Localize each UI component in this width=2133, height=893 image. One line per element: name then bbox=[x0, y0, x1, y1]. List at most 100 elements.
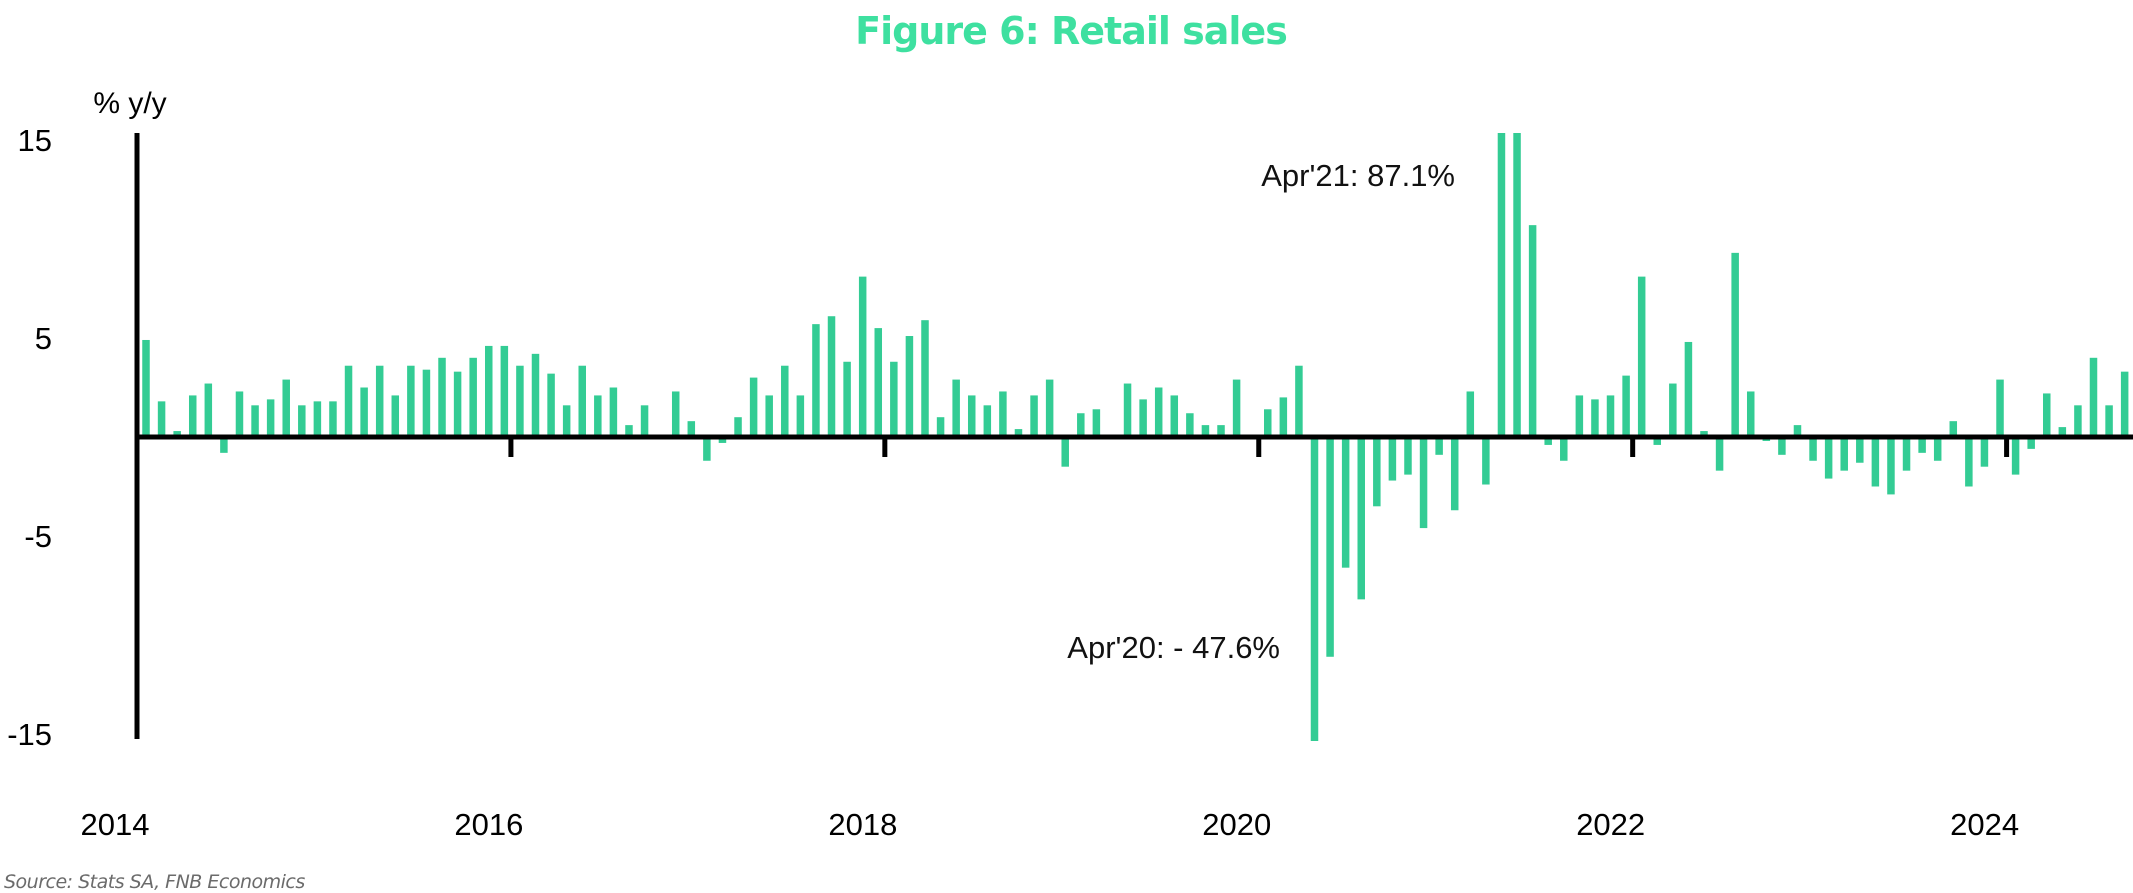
bar bbox=[1232, 379, 1241, 437]
bar bbox=[1575, 395, 1584, 437]
bar bbox=[2120, 371, 2129, 437]
bar bbox=[1435, 437, 1443, 455]
bar bbox=[843, 361, 851, 437]
bar bbox=[1045, 379, 1054, 437]
annotations: Apr'21: 87.1% Apr'20: - 47.6% bbox=[1067, 158, 1455, 665]
bar bbox=[360, 387, 368, 437]
y-axis-unit-label: % y/y bbox=[93, 87, 166, 120]
bar bbox=[547, 373, 555, 437]
x-tick-mark bbox=[1630, 437, 1636, 457]
bar bbox=[2089, 357, 2098, 437]
bar bbox=[1139, 399, 1147, 437]
bar bbox=[625, 425, 633, 437]
bar bbox=[1793, 425, 1802, 437]
y-tick-label: -5 bbox=[24, 519, 52, 554]
bar bbox=[1061, 437, 1069, 467]
bar bbox=[422, 369, 431, 437]
bar bbox=[1700, 431, 1708, 437]
bar bbox=[2058, 427, 2067, 437]
bar bbox=[1279, 397, 1288, 437]
bar bbox=[1450, 437, 1459, 511]
bar bbox=[251, 405, 259, 437]
bar bbox=[812, 324, 820, 437]
y-tick-labels: 15 5 -5 -15 bbox=[7, 123, 52, 752]
x-tick-label: 2016 bbox=[454, 807, 523, 842]
bar bbox=[485, 345, 493, 437]
bar bbox=[391, 395, 400, 437]
bar bbox=[1186, 413, 1194, 437]
bar bbox=[204, 383, 213, 437]
bar bbox=[1637, 276, 1646, 437]
bar bbox=[858, 276, 867, 437]
bar bbox=[1715, 437, 1724, 471]
chart-title: Figure 6: Retail sales bbox=[855, 9, 1287, 53]
x-tick-label: 2018 bbox=[828, 807, 897, 842]
bar bbox=[1077, 413, 1085, 437]
bar bbox=[1482, 437, 1490, 485]
bar bbox=[500, 345, 509, 437]
bar bbox=[781, 365, 789, 437]
bar bbox=[1840, 437, 1848, 471]
bar bbox=[282, 379, 290, 437]
annotation-label: Apr'20: - 47.6% bbox=[1067, 630, 1280, 665]
bar bbox=[1731, 252, 1739, 437]
bar bbox=[266, 399, 275, 437]
bar bbox=[1669, 383, 1677, 437]
bar bbox=[1092, 409, 1101, 437]
bar bbox=[718, 437, 727, 443]
bar bbox=[1980, 437, 1989, 467]
bar bbox=[703, 437, 711, 461]
x-tick-mark bbox=[2004, 437, 2010, 457]
x-tick-label: 2024 bbox=[1950, 807, 2019, 842]
bar bbox=[1217, 425, 1225, 437]
bar bbox=[1622, 375, 1630, 437]
bar bbox=[1902, 437, 1911, 471]
bar bbox=[407, 365, 415, 437]
x-tick-label: 2020 bbox=[1202, 807, 1271, 842]
bar bbox=[983, 405, 992, 437]
bar bbox=[1824, 437, 1833, 479]
bar bbox=[687, 421, 696, 437]
bar bbox=[936, 417, 945, 437]
bar bbox=[1887, 437, 1895, 495]
bar bbox=[1326, 437, 1334, 657]
bar bbox=[2105, 405, 2113, 437]
bar bbox=[671, 391, 680, 437]
bar bbox=[1497, 133, 1506, 437]
bar bbox=[531, 353, 540, 437]
bar bbox=[967, 395, 976, 437]
bar bbox=[1014, 429, 1023, 437]
bar bbox=[890, 361, 898, 437]
bar bbox=[1949, 421, 1958, 437]
x-tick-mark bbox=[508, 437, 514, 457]
bar bbox=[1544, 437, 1552, 445]
bar bbox=[1170, 395, 1179, 437]
bar bbox=[1653, 437, 1662, 445]
bar bbox=[344, 365, 353, 437]
annotation-label: Apr'21: 87.1% bbox=[1261, 158, 1455, 193]
bar bbox=[469, 357, 477, 437]
bar bbox=[796, 395, 805, 437]
bar bbox=[329, 401, 337, 437]
y-tick-label: 15 bbox=[18, 123, 52, 158]
bar bbox=[952, 379, 960, 437]
bar bbox=[1404, 437, 1412, 475]
bar bbox=[235, 391, 244, 437]
bar bbox=[578, 365, 586, 437]
x-tick-mark bbox=[882, 437, 888, 457]
bar bbox=[1295, 365, 1303, 437]
bar bbox=[1871, 437, 1880, 487]
bar bbox=[905, 336, 914, 437]
x-tick-label: 2014 bbox=[81, 807, 150, 842]
bar bbox=[1746, 391, 1755, 437]
bar bbox=[1373, 437, 1381, 507]
x-tick-label: 2022 bbox=[1576, 807, 1645, 842]
bar bbox=[173, 431, 181, 437]
bar bbox=[298, 405, 306, 437]
x-tick-labels: 2014 2016 2018 2020 2022 2024 bbox=[81, 807, 2020, 842]
bar bbox=[1778, 437, 1786, 455]
y-tick-label: 5 bbox=[35, 321, 52, 356]
bar bbox=[1528, 225, 1537, 437]
bar bbox=[188, 395, 197, 437]
x-axis-zero-line bbox=[134, 434, 2133, 440]
